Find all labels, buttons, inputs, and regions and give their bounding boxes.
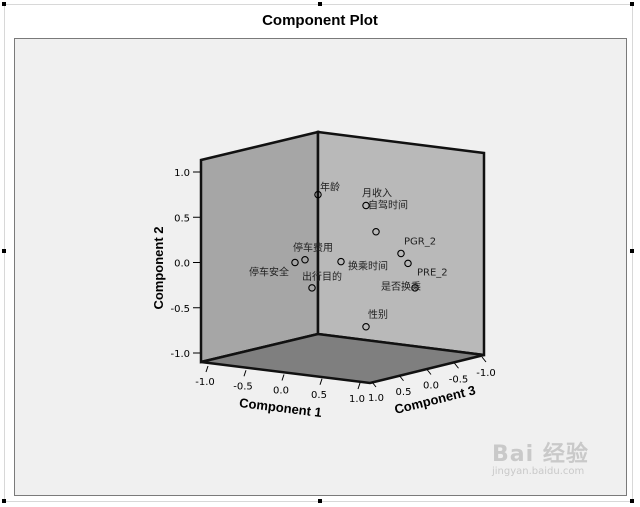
data-point-label: 换乘时间 [348,260,388,273]
data-point-label: 出行目的 [302,270,342,283]
selection-handle-top-mid[interactable] [318,2,322,6]
component-1-tick-label: -0.5 [233,381,253,392]
component-1-tick-mark [205,365,209,373]
component-3-tick-label: 0.5 [396,387,412,398]
component-1-tick-mark [281,374,285,381]
selection-handle-top-right[interactable] [630,2,634,6]
data-point-label: PGR_2 [404,236,436,247]
component-3-tick-label: -0.5 [449,374,469,385]
data-point-label: 停车安全 [249,266,289,279]
data-point-marker [362,201,370,210]
component-1-tick-mark [243,370,247,377]
data-point-marker [397,249,405,258]
component-1-tick-label: 1.0 [349,394,365,405]
component-1-axis-title: Component 1 [238,395,322,420]
watermark-url: jingyan.baidu.com [492,466,585,477]
selection-handle-bottom-left[interactable] [2,499,6,503]
component-3-tick-label: -1.0 [476,368,496,379]
component-1-tick-label: -1.0 [195,377,215,388]
data-point-marker [411,284,419,292]
data-point-label: 月收入 [362,186,392,199]
selection-handle-top-left[interactable] [2,2,6,6]
component-3-tick-mark [426,369,432,375]
component-3-tick-mark [399,375,404,382]
floor [200,332,485,385]
data-point-label: 是否换乘 [381,280,421,293]
data-point-label: PRE_2 [417,267,448,278]
component-3-tick-mark [371,381,377,388]
back-wall [316,130,486,357]
component-2-tick-label: 1.0 [174,168,190,179]
selection-handle-left-mid[interactable] [2,249,6,253]
data-point-marker [291,258,299,267]
component-1-tick-mark [319,378,323,385]
component-3-tick-label: 0.0 [423,381,439,392]
component-2-axis: 1.0 0.5 0.0 -0.5 -1.0 Component 2 [151,168,200,360]
data-point-label: 停车费用 [293,241,333,254]
data-point-marker [308,284,316,292]
component-2-tick-label: -1.0 [170,349,190,360]
component-3-tick-label: 1.0 [368,393,384,404]
data-point-marker [362,323,370,331]
data-point-marker [301,256,309,264]
component-2-tick-label: 0.0 [174,259,190,270]
component-3-tick-mark [481,356,487,363]
component-3-tick-mark [454,362,459,369]
component-2-tick-label: -0.5 [170,304,190,315]
data-point-marker [337,257,345,266]
component-2-tick-label: 0.5 [174,213,190,224]
baidu-watermark: Bai 经验 jingyan.baidu.com [492,436,589,477]
data-point-marker [404,259,412,268]
component-1-tick-mark [357,382,361,390]
selection-handle-bottom-mid[interactable] [318,499,322,503]
watermark-brand: Bai 经验 [492,442,589,467]
data-point-marker [314,190,322,199]
component-1-tick-label: 0.5 [311,390,327,401]
chart-title: Component Plot [262,12,378,29]
data-point-label: 自驾时间 [368,199,408,212]
cube-walls [199,130,486,385]
data-point-label: 年龄 [320,181,340,194]
component-1-tick-label: 0.0 [273,386,289,397]
component-2-axis-title: Component 2 [151,226,166,309]
selection-handle-bottom-right[interactable] [630,499,634,503]
data-point-label: 性别 [368,308,388,321]
data-point-marker [372,227,380,236]
selection-handle-right-mid[interactable] [630,249,634,253]
